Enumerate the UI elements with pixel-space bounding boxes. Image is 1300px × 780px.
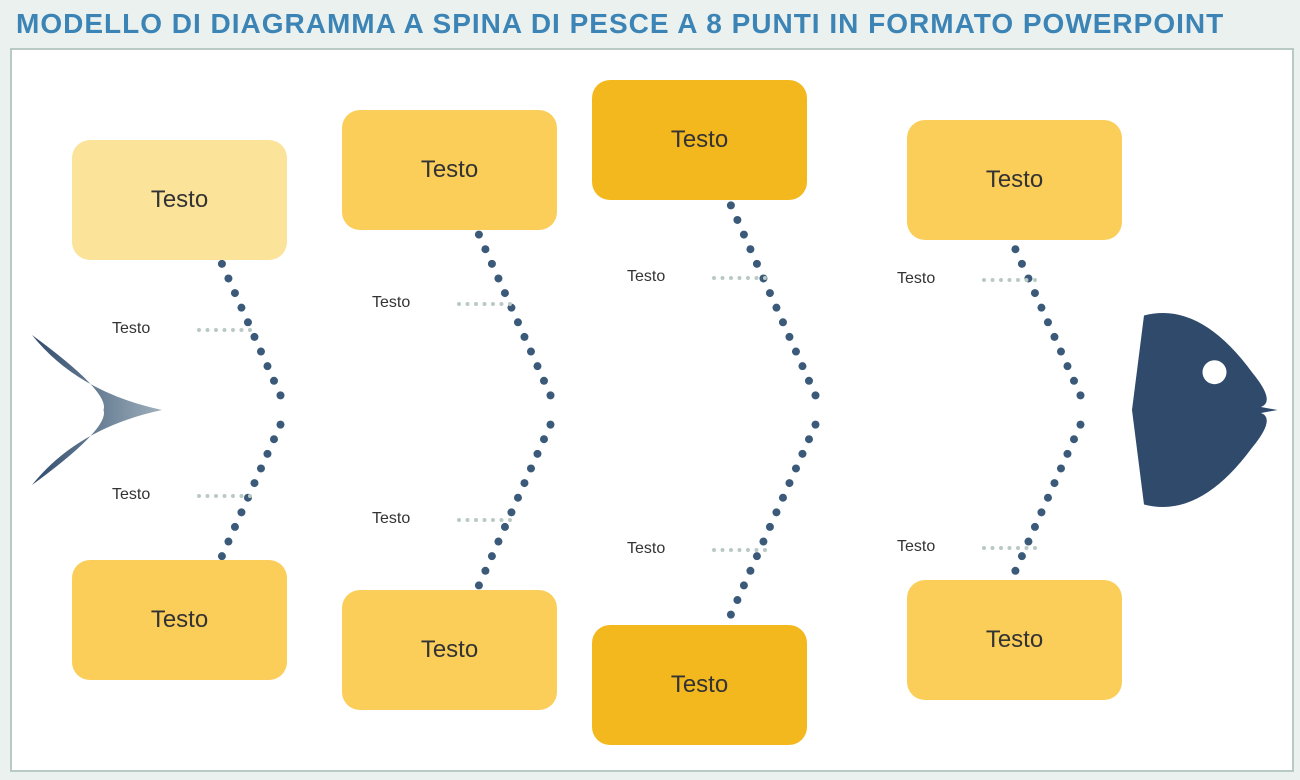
bone-card-t4: Testo [907, 120, 1122, 240]
bone-subdash-b2 [457, 518, 512, 522]
bone-sublabel-t1: Testo [112, 320, 150, 338]
bone-card-t1: Testo [72, 140, 287, 260]
page-title: MODELLO DI DIAGRAMMA A SPINA DI PESCE A … [0, 0, 1300, 44]
bone-sublabel-b3: Testo [627, 540, 665, 558]
bone-sublabel-b2: Testo [372, 510, 410, 528]
bone-card-b2: Testo [342, 590, 557, 710]
bone-card-b4: Testo [907, 580, 1122, 700]
bone-subdash-t3 [712, 276, 767, 280]
bone-card-t2: Testo [342, 110, 557, 230]
bone-subdash-t4 [982, 278, 1037, 282]
bone-card-b1: Testo [72, 560, 287, 680]
bone-subdash-b3 [712, 548, 767, 552]
bone-subdash-b1 [197, 494, 252, 498]
bone-card-b3: Testo [592, 625, 807, 745]
bone-sublabel-t2: Testo [372, 294, 410, 312]
bone-sublabel-b4: Testo [897, 538, 935, 556]
bone-subdash-b4 [982, 546, 1037, 550]
bone-sublabel-t4: Testo [897, 270, 935, 288]
bone-sublabel-t3: Testo [627, 268, 665, 286]
diagram-frame: Testo Testo Testo Testo Testo Testo Testo Testo… [10, 48, 1294, 772]
fish-head [1132, 313, 1278, 507]
bone-card-t3: Testo [592, 80, 807, 200]
fish-eye [1203, 360, 1227, 384]
bone-subdash-t2 [457, 302, 512, 306]
bone-subdash-t1 [197, 328, 252, 332]
bone-sublabel-b1: Testo [112, 486, 150, 504]
